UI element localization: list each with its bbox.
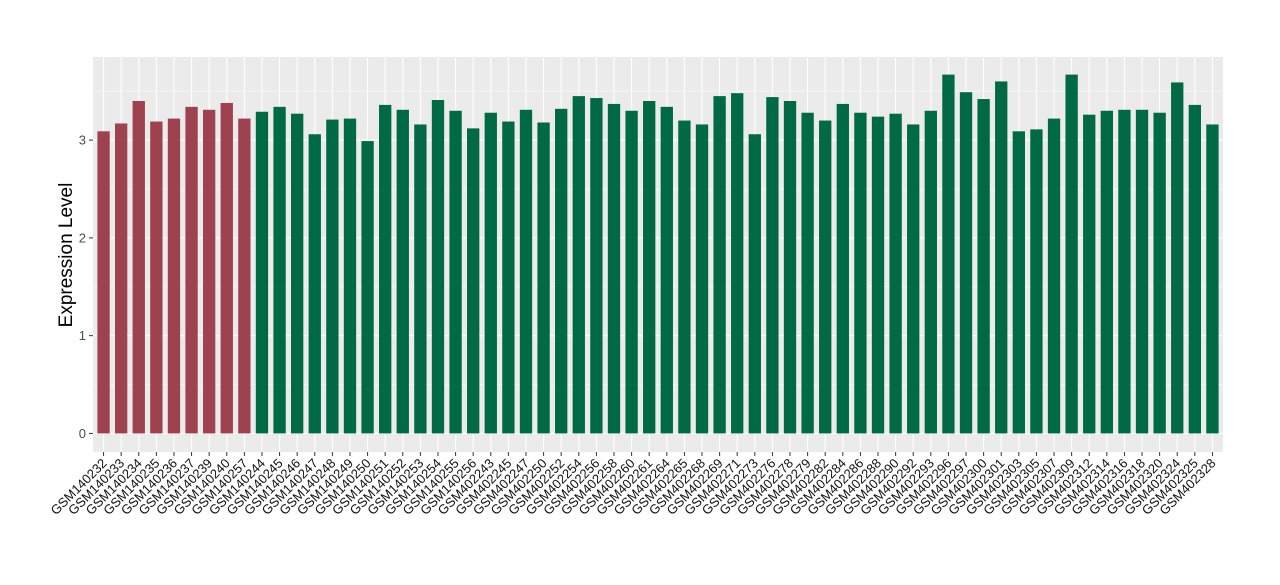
bar-GSM402293 — [924, 110, 937, 434]
bar-GSM402325 — [1188, 104, 1201, 434]
bar-GSM402256 — [590, 98, 603, 434]
y-tick-label: 2 — [79, 230, 86, 245]
bar-GSM140250 — [361, 141, 374, 434]
y-tick-label: 3 — [79, 133, 86, 148]
bar-GSM140232 — [97, 131, 110, 434]
bar-GSM402324 — [1171, 82, 1184, 434]
bar-GSM140246 — [291, 113, 304, 434]
bar-GSM402282 — [819, 120, 832, 434]
bar-GSM402292 — [907, 124, 920, 434]
bar-GSM402314 — [1100, 110, 1113, 434]
bar-GSM402252 — [555, 108, 568, 434]
bar-GSM402300 — [977, 99, 990, 434]
bar-GSM402303 — [1012, 131, 1025, 434]
bar-GSM402243 — [484, 112, 497, 434]
bar-GSM140256 — [467, 128, 480, 434]
bar-GSM402250 — [537, 122, 550, 434]
bar-GSM402269 — [713, 96, 726, 434]
bar-GSM140249 — [343, 118, 357, 434]
bar-GSM402279 — [801, 112, 814, 434]
bar-GSM402309 — [1065, 74, 1078, 434]
bar-GSM140253 — [414, 124, 427, 434]
bar-GSM402245 — [502, 121, 515, 434]
bar-GSM402273 — [748, 134, 761, 434]
bar-GSM140240 — [220, 102, 233, 434]
y-axis-label: Expression Level — [56, 183, 77, 328]
bar-GSM402288 — [871, 116, 885, 434]
bar-GSM140254 — [431, 100, 445, 434]
bar-GSM402265 — [678, 120, 691, 434]
bar-GSM402264 — [660, 106, 673, 434]
bar-GSM402316 — [1118, 109, 1131, 434]
bar-GSM140244 — [255, 111, 269, 434]
bar-GSM140234 — [132, 100, 145, 434]
bar-GSM402271 — [731, 93, 744, 434]
bar-GSM140235 — [150, 121, 163, 434]
bar-GSM140251 — [379, 104, 392, 434]
bar-GSM140245 — [273, 106, 286, 434]
bar-GSM402278 — [783, 100, 797, 434]
bar-GSM402258 — [607, 103, 621, 434]
y-tick-label: 0 — [79, 426, 86, 441]
bar-GSM402301 — [995, 81, 1008, 434]
bar-GSM140237 — [185, 106, 198, 434]
bars — [97, 74, 1219, 434]
bar-GSM402261 — [643, 100, 656, 434]
bar-GSM402320 — [1153, 112, 1166, 434]
bar-GSM140233 — [115, 123, 128, 434]
bar-GSM402318 — [1135, 109, 1149, 434]
bar-GSM402290 — [889, 113, 902, 434]
bar-GSM402328 — [1206, 124, 1219, 434]
bar-GSM402268 — [695, 124, 709, 434]
bar-GSM402284 — [836, 103, 849, 434]
bar-GSM140239 — [203, 109, 216, 434]
y-tick-label: 1 — [79, 328, 86, 343]
bar-GSM402286 — [854, 112, 867, 434]
bar-GSM402254 — [572, 96, 585, 434]
bar-GSM140236 — [167, 118, 181, 434]
bar-GSM140252 — [396, 109, 409, 434]
bar-GSM140248 — [326, 119, 339, 434]
bar-GSM402312 — [1083, 114, 1096, 434]
bar-GSM140255 — [449, 110, 462, 434]
bar-GSM402276 — [766, 97, 779, 434]
bar-GSM402305 — [1030, 129, 1043, 434]
x-axis: GSM140232GSM140233GSM140234GSM140235GSM1… — [47, 452, 1219, 518]
bar-GSM402260 — [625, 110, 638, 434]
bar-GSM402297 — [959, 92, 973, 434]
bar-GSM140257 — [238, 118, 251, 434]
bar-GSM140247 — [308, 134, 321, 434]
bar-GSM402307 — [1047, 118, 1061, 434]
bar-GSM402296 — [942, 74, 955, 434]
y-axis: 0 1 2 3 — [79, 133, 93, 441]
bar-GSM402247 — [519, 109, 533, 434]
